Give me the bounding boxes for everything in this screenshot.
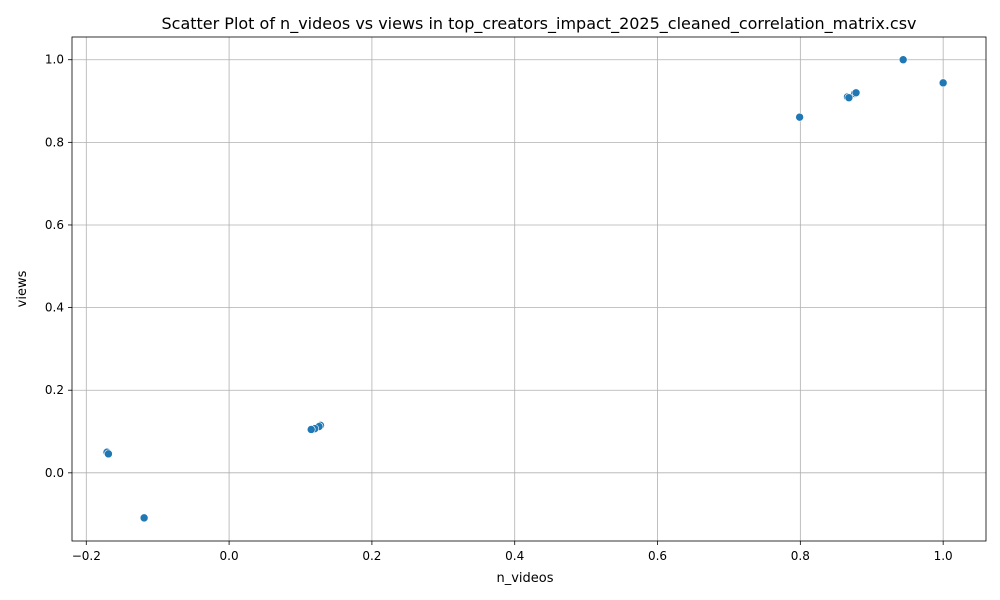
x-tick-label: 0.2 bbox=[362, 549, 381, 563]
x-tick-label: 0.0 bbox=[220, 549, 239, 563]
grid-layer bbox=[72, 37, 986, 541]
x-tick-label: 0.4 bbox=[505, 549, 524, 563]
x-tick-label: 1.0 bbox=[934, 549, 953, 563]
y-tick-label: 1.0 bbox=[45, 53, 64, 67]
scatter-point bbox=[139, 513, 149, 523]
y-tick-label: 0.0 bbox=[45, 466, 64, 480]
chart-title: Scatter Plot of n_videos vs views in top… bbox=[161, 14, 916, 34]
y-tick-label: 0.6 bbox=[45, 218, 64, 232]
plot-frame bbox=[71, 36, 987, 542]
scatter-point bbox=[844, 93, 854, 103]
x-tick-label: 0.8 bbox=[791, 549, 810, 563]
x-axis-label: n_videos bbox=[496, 571, 553, 586]
y-tick-label: 0.8 bbox=[45, 135, 64, 149]
points-layer bbox=[102, 55, 948, 523]
scatter-point bbox=[104, 449, 113, 459]
y-tick-label: 0.2 bbox=[45, 383, 64, 397]
scatter-point bbox=[795, 112, 804, 122]
y-tick-label: 0.4 bbox=[45, 301, 64, 315]
scatter-point bbox=[938, 78, 948, 88]
scatter-point bbox=[898, 55, 908, 65]
x-tick-label: −0.2 bbox=[72, 549, 101, 563]
scatter-point bbox=[851, 88, 861, 98]
scatter-point bbox=[306, 425, 316, 434]
ticks-layer: −0.2 0.0 0.2 0.4 0.6 0.8 1.0 0.0 0.2 0.4 0.6 0.8 1.0 bbox=[45, 53, 953, 563]
x-tick-label: 0.6 bbox=[648, 549, 667, 563]
y-axis-label: views bbox=[15, 270, 30, 307]
